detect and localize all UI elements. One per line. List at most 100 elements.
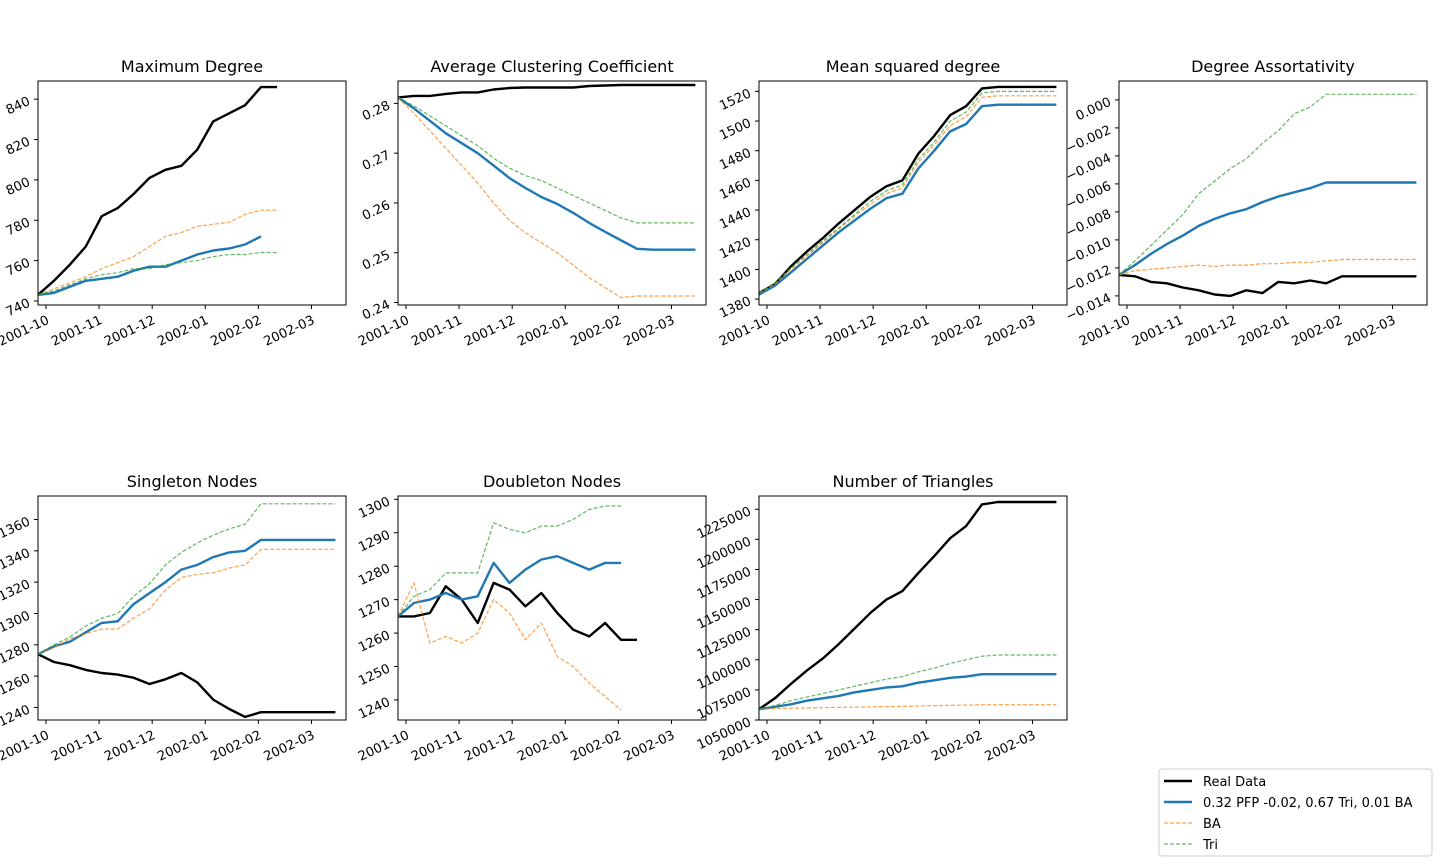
subplot-5: Singleton Nodes2001-102001-112001-122002… xyxy=(0,472,347,765)
y-tick-label: 0.24 xyxy=(360,298,393,324)
series-line-ba xyxy=(398,582,622,711)
series-line-0-32-pfp-0-02-0-67-tri-0-01-ba xyxy=(38,538,336,656)
axes-frame xyxy=(397,80,707,306)
x-tick-label: 2002-03 xyxy=(983,313,1039,350)
x-tick-label: 2002-02 xyxy=(208,313,264,350)
y-tick-label: 0.25 xyxy=(360,248,393,274)
y-tick-label: 1280 xyxy=(356,561,392,589)
x-tick-label: 2001-12 xyxy=(462,728,518,765)
x-tick-label: 2001-11 xyxy=(409,313,465,350)
x-tick-label: 2002-03 xyxy=(622,728,678,765)
y-tick-label: 740 xyxy=(4,296,33,320)
y-tick-label: 1500 xyxy=(717,116,753,144)
y-tick-label: 1240 xyxy=(356,695,392,723)
x-tick-label: 2001-11 xyxy=(770,728,826,765)
chart-title: Maximum Degree xyxy=(121,57,263,76)
x-tick-label: 2002-03 xyxy=(262,313,318,350)
y-tick-label: 800 xyxy=(4,175,33,199)
series-line-0-32-pfp-0-02-0-67-tri-0-01-ba xyxy=(759,673,1057,711)
series-line-real-data xyxy=(38,85,277,296)
x-tick-label: 2001-12 xyxy=(102,313,158,350)
subplot-1: Maximum Degree2001-102001-112001-122002-… xyxy=(0,57,347,350)
x-tick-label: 2002-03 xyxy=(622,313,678,350)
y-tick-label: 1340 xyxy=(0,546,33,574)
x-tick-label: 2001-11 xyxy=(1130,313,1186,350)
chart-title: Mean squared degree xyxy=(826,57,1001,76)
chart-title: Doubleton Nodes xyxy=(483,472,621,491)
series-line-0-32-pfp-0-02-0-67-tri-0-01-ba xyxy=(1119,181,1417,276)
y-tick-label: 1420 xyxy=(717,235,753,263)
y-tick-label: 0.26 xyxy=(360,198,393,224)
series-line-0-32-pfp-0-02-0-67-tri-0-01-ba xyxy=(759,103,1057,296)
x-tick-label: 2002-03 xyxy=(983,728,1039,765)
y-tick-label: 780 xyxy=(4,215,33,239)
y-tick-label: 1280 xyxy=(0,640,33,668)
series-line-tri xyxy=(398,505,621,617)
y-tick-label: 0.28 xyxy=(360,98,393,124)
series-line-real-data xyxy=(759,85,1057,295)
x-tick-label: 2001-12 xyxy=(823,728,879,765)
subplot-7: Number of Triangles2001-102001-112001-12… xyxy=(695,472,1068,765)
y-tick-label: 1380 xyxy=(717,294,753,322)
x-tick-label: 2001-10 xyxy=(0,313,52,350)
series-line-ba xyxy=(759,704,1057,710)
subplot-3: Mean squared degree2001-102001-112001-12… xyxy=(717,57,1068,350)
axes-frame xyxy=(37,80,347,306)
y-tick-label: 1250 xyxy=(356,662,392,690)
x-tick-label: 2002-01 xyxy=(876,313,932,350)
chart-title: Singleton Nodes xyxy=(127,472,258,491)
x-tick-label: 2002-01 xyxy=(876,728,932,765)
x-tick-label: 2002-01 xyxy=(515,728,571,765)
y-tick-label: 1460 xyxy=(717,175,753,203)
x-tick-label: 2001-12 xyxy=(1183,313,1239,350)
series-line-tri xyxy=(759,90,1057,294)
y-tick-label: 1300 xyxy=(356,494,392,522)
series-line-ba xyxy=(38,548,336,655)
series-line-real-data xyxy=(759,500,1057,711)
legend-box xyxy=(1158,768,1433,857)
series-line-ba xyxy=(38,209,277,296)
chart-title: Average Clustering Coefficient xyxy=(430,57,673,76)
axes-frame xyxy=(758,80,1068,306)
y-tick-label: 1480 xyxy=(717,146,753,174)
x-tick-label: 2002-01 xyxy=(155,728,211,765)
x-tick-label: 2002-03 xyxy=(1343,313,1399,350)
series-line-real-data xyxy=(1119,273,1417,298)
x-tick-label: 2001-12 xyxy=(102,728,158,765)
y-tick-label: 1320 xyxy=(0,577,33,605)
x-tick-label: 2001-11 xyxy=(409,728,465,765)
x-tick-label: 2002-01 xyxy=(1236,313,1292,350)
series-line-ba xyxy=(1119,258,1417,276)
series-line-ba xyxy=(759,95,1057,294)
y-tick-label: 1260 xyxy=(356,628,392,656)
x-tick-label: 2002-02 xyxy=(568,728,624,765)
legend-label: 0.32 PFP -0.02, 0.67 Tri, 0.01 BA xyxy=(1203,796,1413,811)
legend-label: Tri xyxy=(1202,838,1218,853)
x-tick-label: 2002-02 xyxy=(929,728,985,765)
subplot-2: Average Clustering Coefficient2001-10200… xyxy=(356,57,707,350)
series-line-tri xyxy=(398,96,696,224)
y-tick-label: 760 xyxy=(4,256,33,280)
subplot-4: Degree Assortativity 2001-102001-112001-1… xyxy=(1064,57,1428,350)
x-tick-label: 2001-11 xyxy=(49,728,105,765)
chart-title: Number of Triangles xyxy=(832,472,993,491)
x-tick-label: 2001-10 xyxy=(356,728,412,765)
x-tick-label: 2002-01 xyxy=(515,313,571,350)
series-line-0-32-pfp-0-02-0-67-tri-0-01-ba xyxy=(38,235,262,297)
legend-label: BA xyxy=(1203,817,1221,832)
x-tick-label: 2002-01 xyxy=(155,313,211,350)
y-tick-label: 1300 xyxy=(0,609,33,637)
y-tick-label: 820 xyxy=(4,135,33,159)
x-tick-label: 2002-02 xyxy=(568,313,624,350)
axes-frame xyxy=(37,495,347,721)
series-line-real-data xyxy=(398,581,637,641)
series-line-tri xyxy=(38,503,336,655)
x-tick-label: 2002-03 xyxy=(262,728,318,765)
x-tick-label: 2001-10 xyxy=(0,728,52,765)
subplot-grid: Maximum Degree2001-102001-112001-122002-… xyxy=(0,57,1428,765)
series-line-0-32-pfp-0-02-0-67-tri-0-01-ba xyxy=(398,96,696,251)
y-tick-label: 1360 xyxy=(0,515,33,543)
y-tick-label: 1520 xyxy=(717,86,753,114)
axes-frame xyxy=(758,495,1068,721)
